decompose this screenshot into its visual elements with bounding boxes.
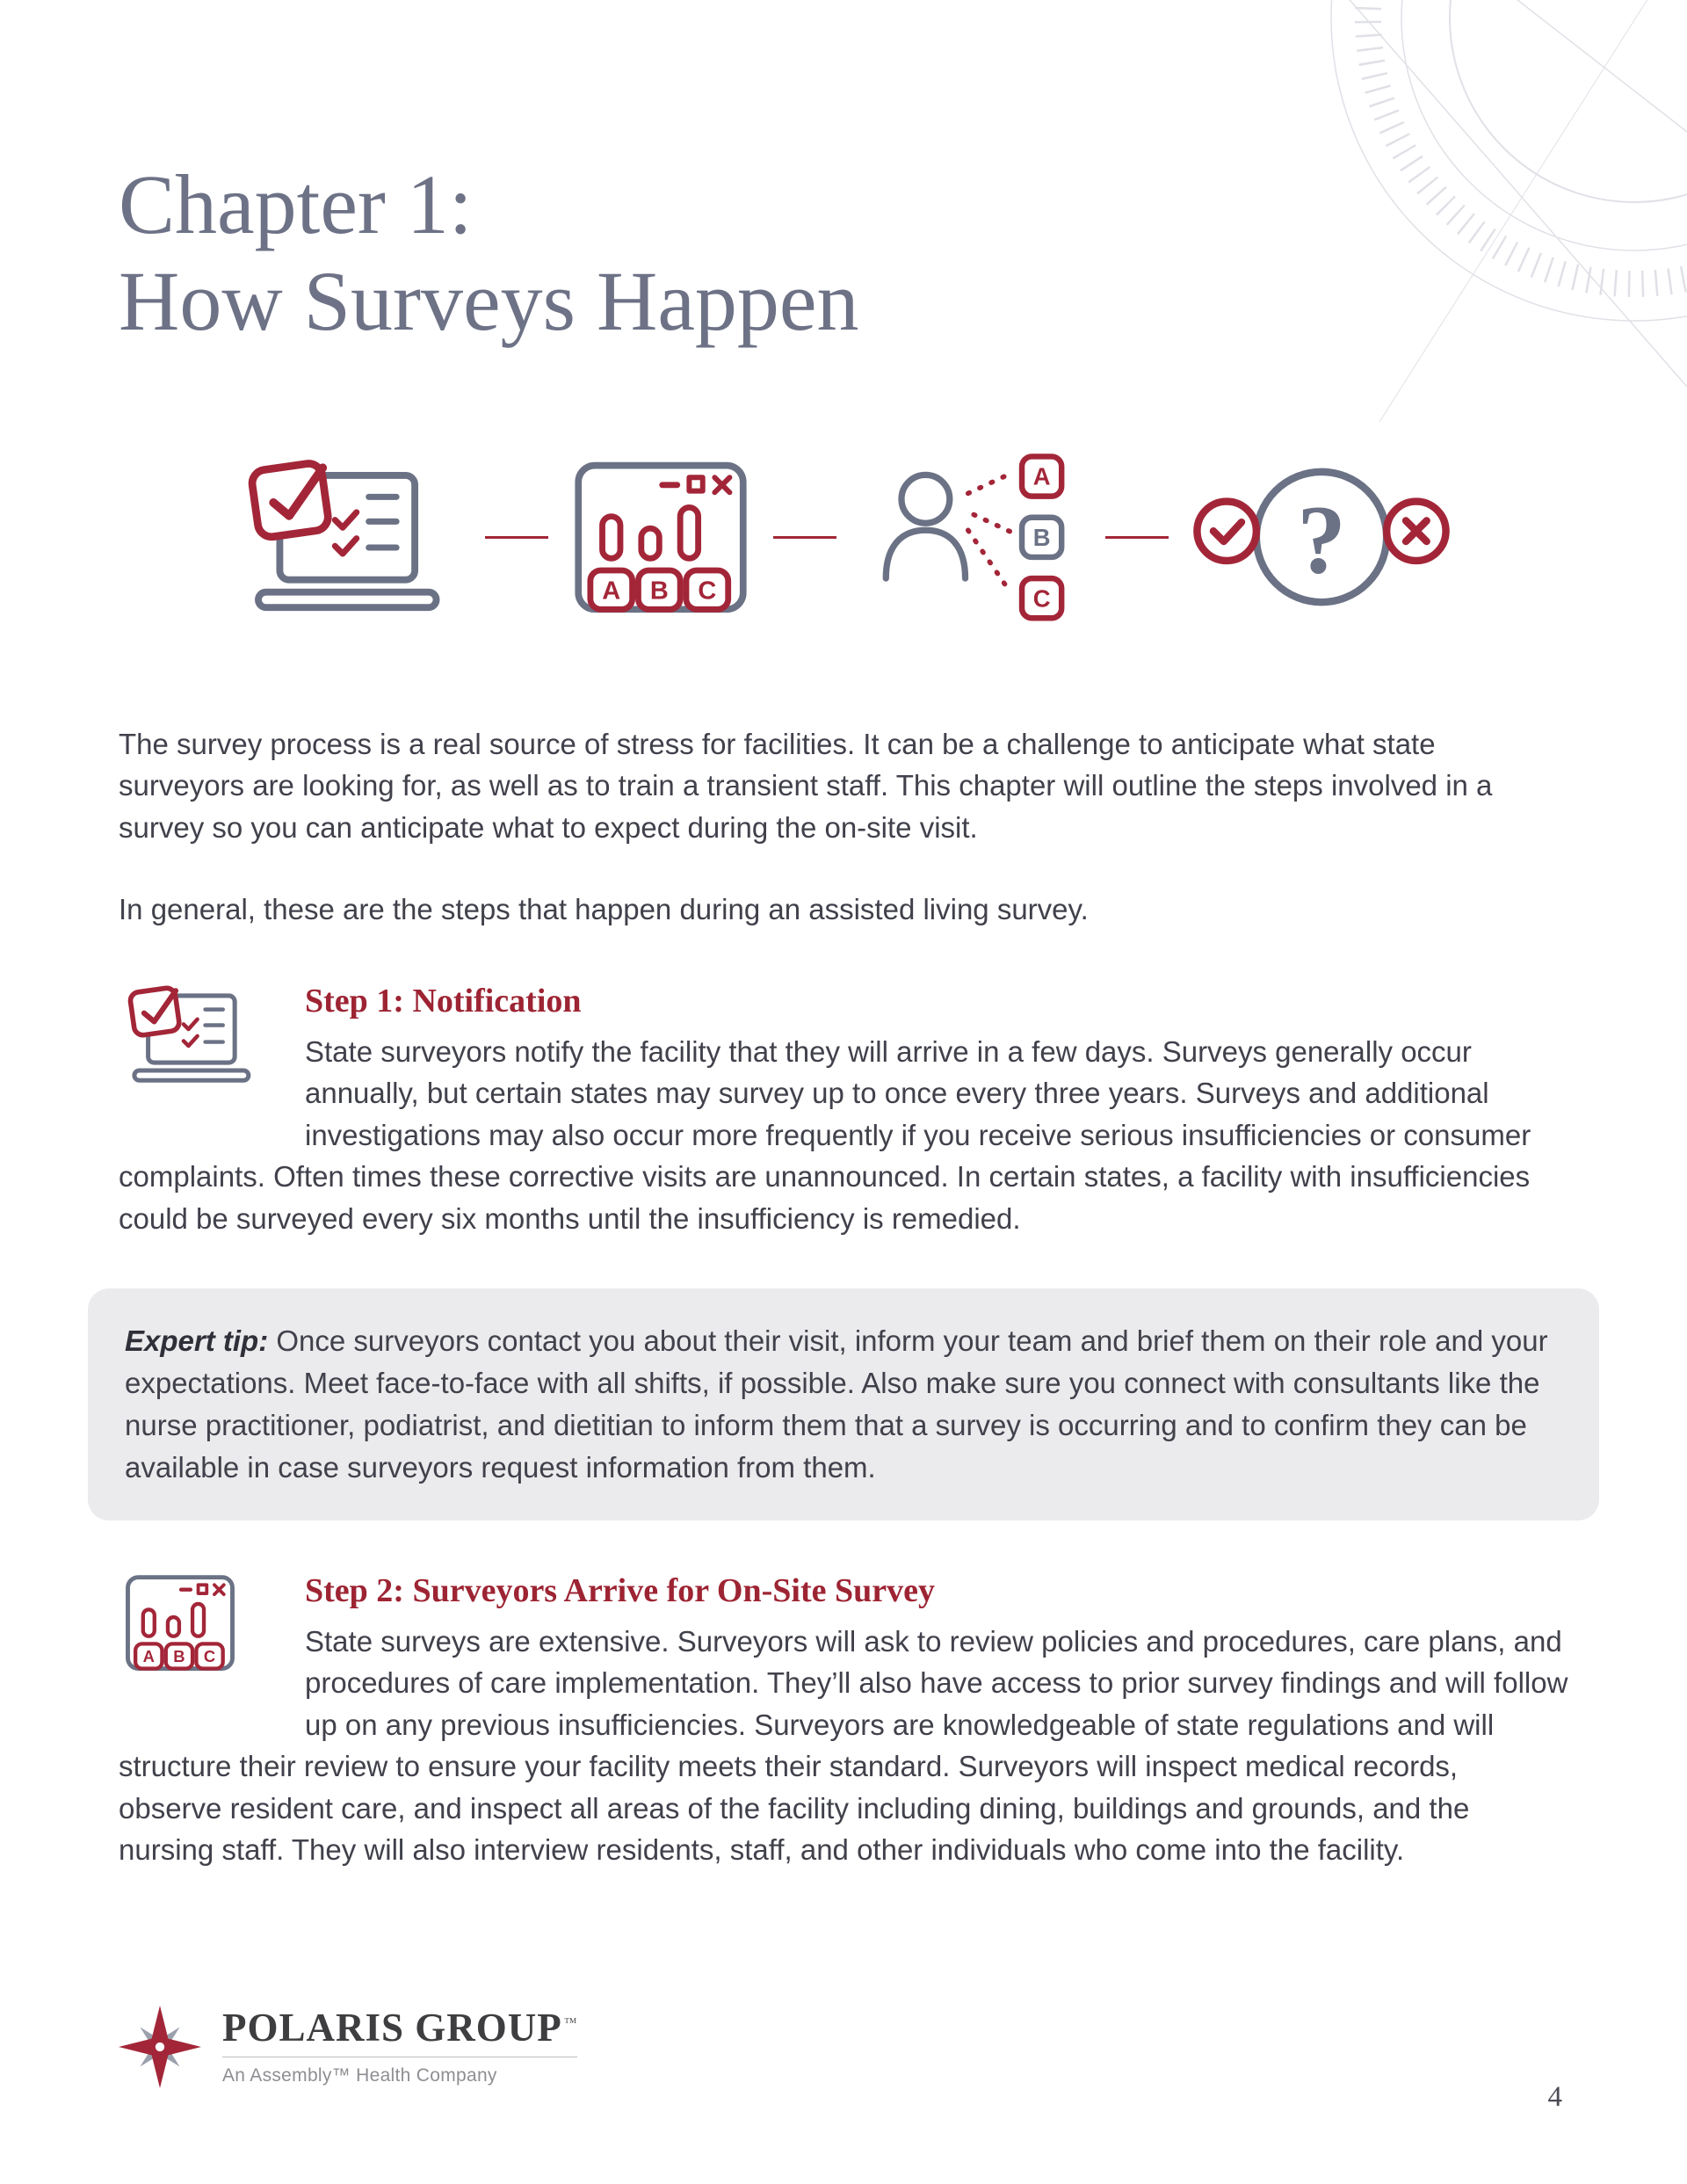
- person-options-icon: A B C: [882, 453, 1065, 621]
- step-2-section: A B C Step 2: Surveyors Arrive for On-Si…: [119, 1568, 1568, 1871]
- question-mark-glyph: ?: [1297, 487, 1346, 595]
- step-1-section: Step 1: Notification State surveyors not…: [119, 978, 1568, 1240]
- polaris-logo-text: POLARIS GROUP ™ An Assembly™ Health Compa…: [222, 2005, 578, 2086]
- page-number: 4: [1547, 2081, 1563, 2113]
- intro-paragraph-1: The survey process is a real source of s…: [119, 727, 1493, 844]
- process-flow: A B C A B: [119, 443, 1568, 632]
- step-1-body: State surveyors notify the facility that…: [119, 1034, 1531, 1235]
- step-2-heading: Step 2: Surveyors Arrive for On-Site Sur…: [305, 1571, 935, 1609]
- brand-trademark: ™: [563, 2015, 578, 2030]
- letter-b: B: [1033, 524, 1051, 551]
- chapter-title-line2: How Surveys Happen: [119, 254, 859, 349]
- letter-c: C: [204, 1647, 215, 1665]
- letter-b: B: [650, 577, 669, 605]
- question-decision-icon: ?: [1193, 468, 1450, 606]
- step-2-body: State surveys are extensive. Surveyors w…: [119, 1624, 1568, 1867]
- step-1-icon-wrap: [119, 978, 305, 1117]
- expert-tip-label: Expert tip:: [125, 1324, 269, 1358]
- browser-abc-icon: A B C: [575, 461, 747, 613]
- chapter-title-line1: Chapter 1:: [119, 157, 473, 251]
- brand-name: POLARIS GROUP ™: [222, 2005, 578, 2050]
- footer: POLARIS GROUP ™ An Assembly™ Health Compa…: [119, 2005, 578, 2088]
- letter-a: A: [602, 577, 620, 605]
- brand-name-text: POLARIS GROUP: [222, 2005, 562, 2050]
- letter-a: A: [1033, 463, 1051, 490]
- expert-tip-paragraph: Expert tip: Once surveyors contact you a…: [125, 1320, 1562, 1488]
- step-1-heading: Step 1: Notification: [305, 982, 582, 1019]
- compass-rose-icon: [119, 2006, 201, 2088]
- flow-connector-line: [1105, 535, 1169, 539]
- laptop-checklist-icon: [127, 985, 251, 1083]
- letter-c: C: [698, 577, 716, 605]
- content-column: Chapter 1: How Surveys Happen: [88, 0, 1599, 1871]
- flow-connector-line: [485, 535, 548, 539]
- expert-tip-box: Expert tip: Once surveyors contact you a…: [88, 1288, 1599, 1520]
- intro-paragraph-2: In general, these are the steps that hap…: [119, 893, 1089, 926]
- letter-c: C: [1033, 584, 1051, 612]
- letter-a: A: [143, 1647, 155, 1665]
- flow-connector-line: [773, 535, 836, 539]
- laptop-checklist-icon: [248, 460, 440, 612]
- expert-tip-text: Once surveyors contact you about their v…: [125, 1324, 1548, 1484]
- intro-section: The survey process is a real source of s…: [119, 723, 1568, 931]
- chapter-title: Chapter 1: How Surveys Happen: [119, 0, 1568, 351]
- step-2-icon-wrap: A B C: [119, 1568, 305, 1707]
- brand-tagline: An Assembly™ Health Company: [222, 2056, 578, 2086]
- browser-abc-icon: A B C: [126, 1575, 235, 1671]
- letter-b: B: [173, 1647, 185, 1665]
